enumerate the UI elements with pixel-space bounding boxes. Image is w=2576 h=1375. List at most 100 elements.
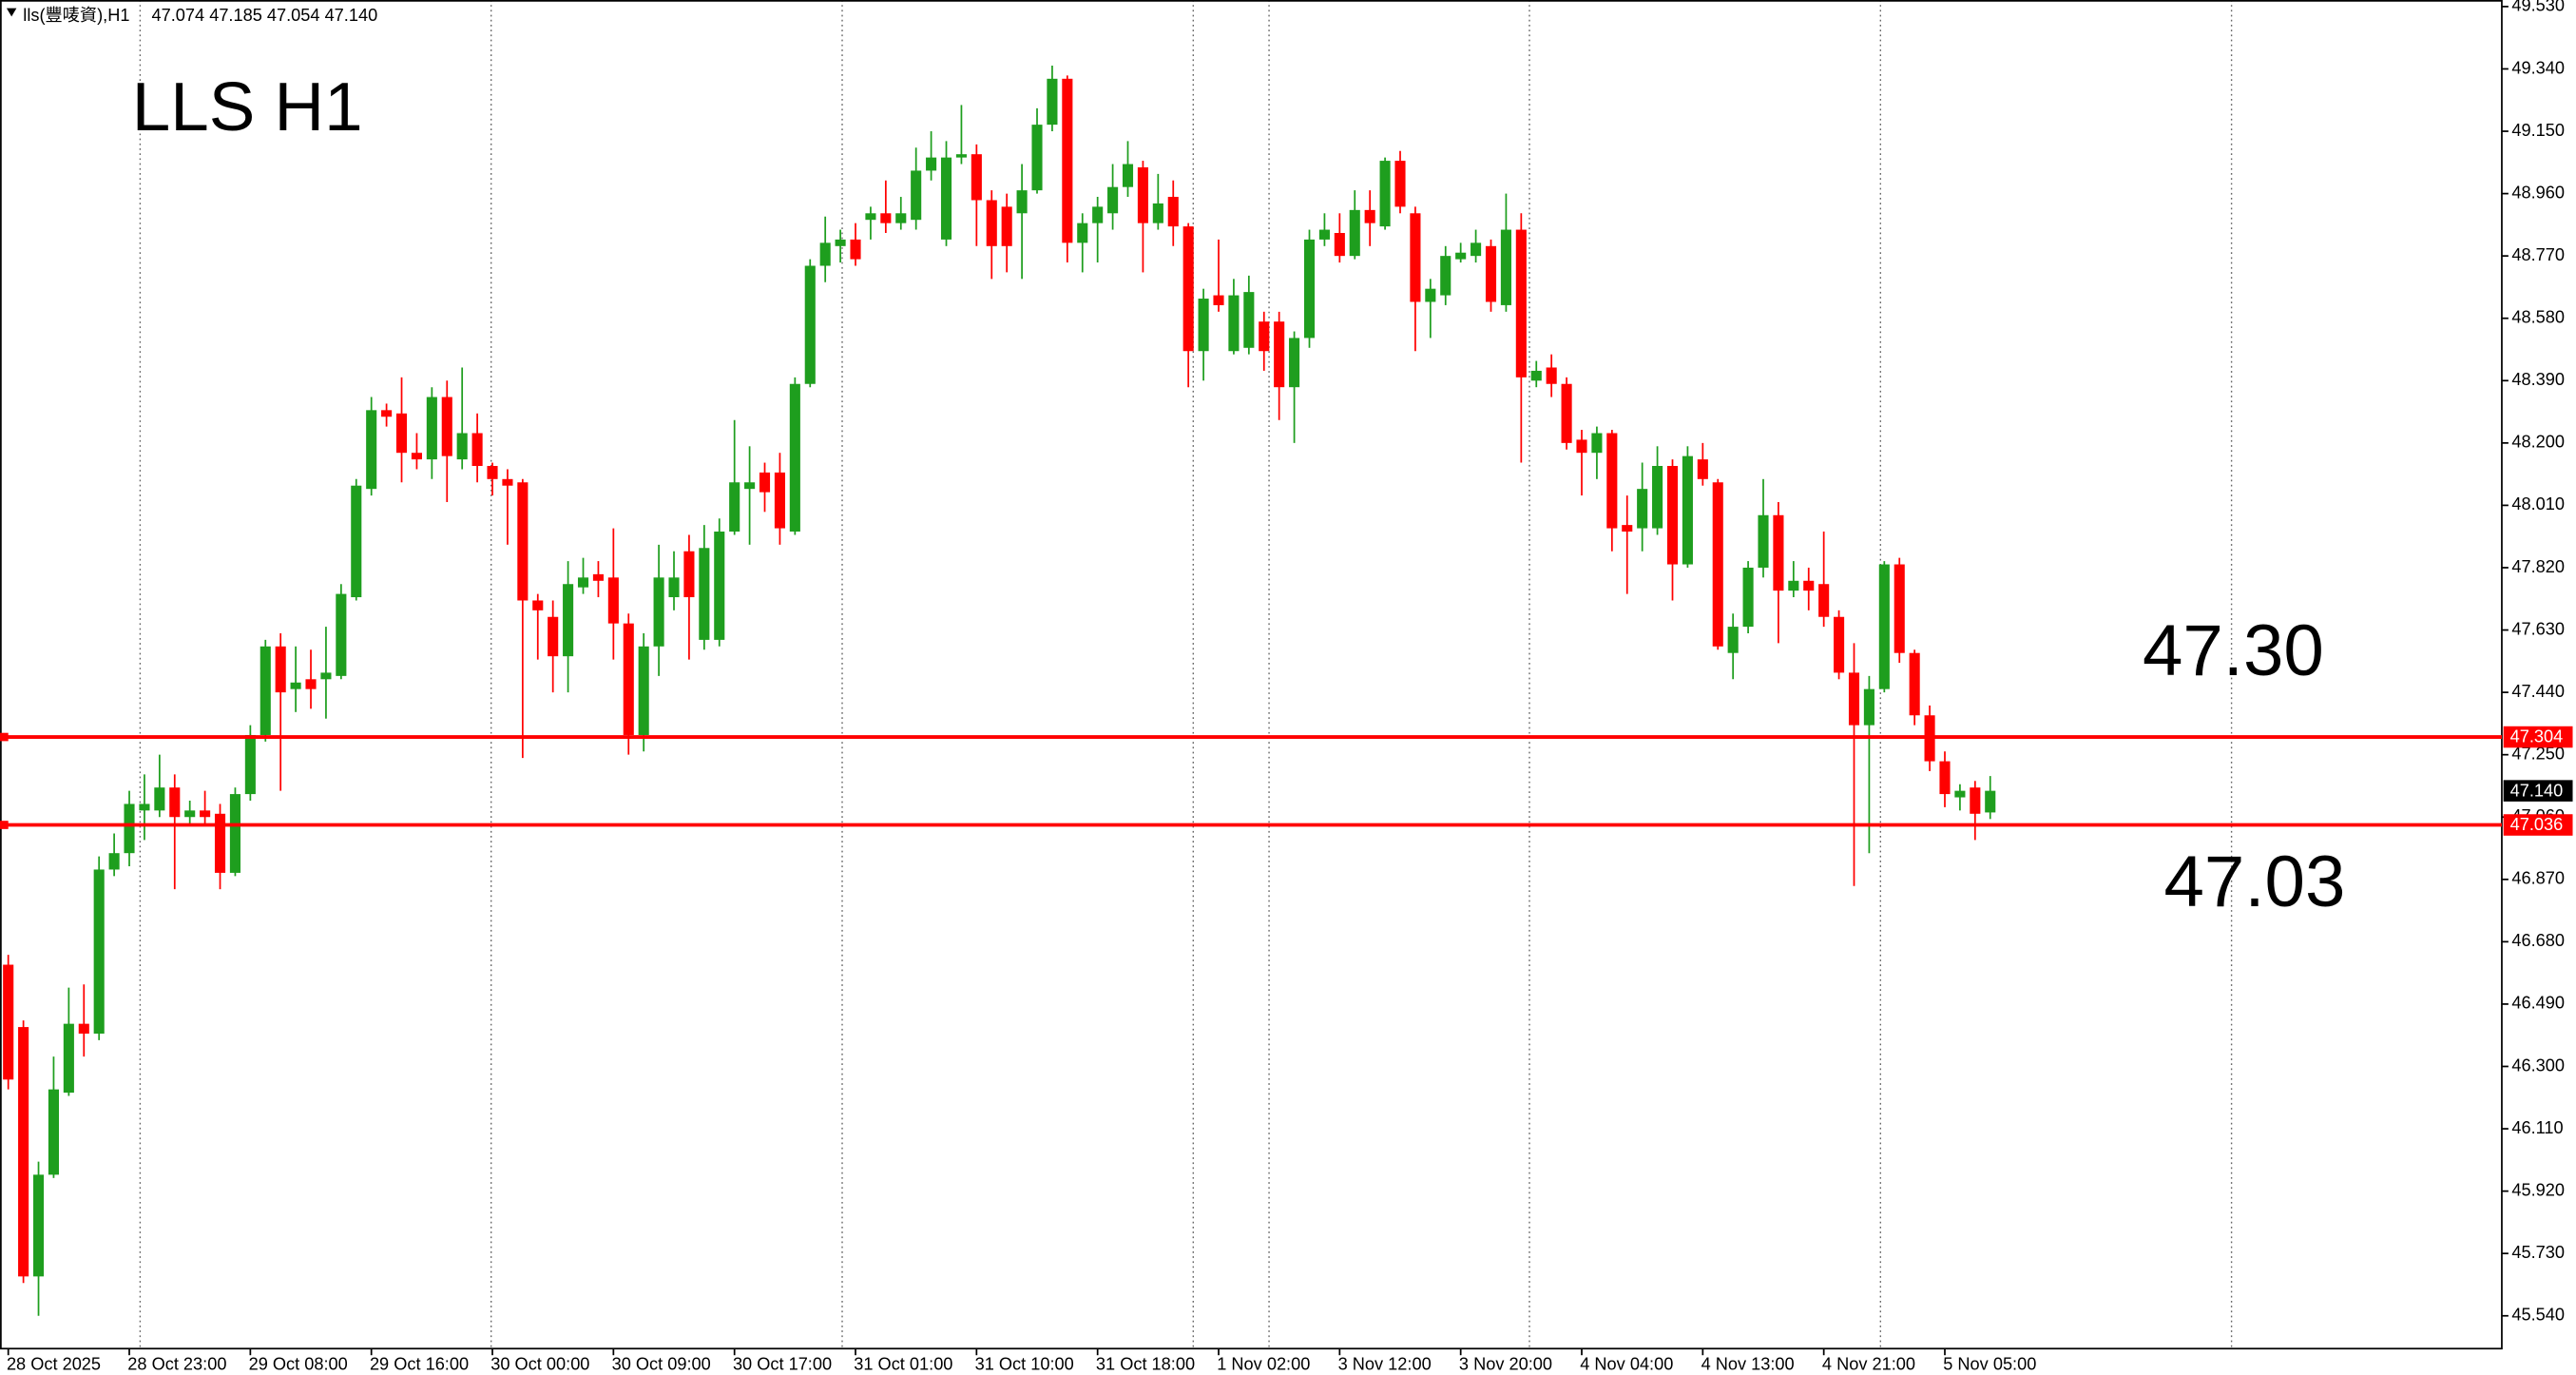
- price-label-box: [2503, 814, 2573, 836]
- candle-body: [502, 478, 513, 486]
- candle-body: [1289, 338, 1300, 388]
- candle-body: [1773, 514, 1784, 591]
- candle-body: [1122, 164, 1134, 187]
- x-tick-label: 31 Oct 01:00: [854, 1354, 952, 1373]
- x-tick-label: 5 Nov 05:00: [1943, 1354, 2036, 1373]
- candle-body: [1666, 466, 1679, 565]
- x-tick-label: 29 Oct 16:00: [370, 1354, 469, 1373]
- x-tick-label: 30 Oct 09:00: [612, 1354, 711, 1373]
- candle-body: [926, 157, 937, 171]
- candle-body: [699, 548, 710, 640]
- candle-body: [1349, 209, 1360, 257]
- y-tick-label: 48.960: [2511, 183, 2565, 202]
- y-tick-label: 45.730: [2511, 1243, 2565, 1262]
- y-tick-label: 48.200: [2511, 433, 2565, 452]
- candle-body: [1970, 787, 1981, 814]
- candle-body: [1198, 299, 1209, 352]
- x-tick-label: 1 Nov 02:00: [1217, 1354, 1310, 1373]
- x-tick-label: 28 Oct 23:00: [127, 1354, 226, 1373]
- candle-body: [1894, 564, 1905, 653]
- candle-body: [78, 1023, 89, 1034]
- candle-body: [940, 157, 952, 240]
- y-tick-label: 46.680: [2511, 931, 2565, 950]
- candle-body: [1167, 197, 1179, 227]
- annotation: 47.30: [2143, 610, 2324, 691]
- candle-body: [1637, 489, 1648, 529]
- candle-body: [1939, 761, 1951, 795]
- x-tick-label: 28 Oct 2025: [7, 1354, 101, 1373]
- candle-body: [471, 433, 483, 467]
- candle-body: [1137, 166, 1148, 223]
- candle-body: [835, 239, 846, 246]
- candle-body: [18, 1027, 29, 1277]
- candle-body: [1152, 203, 1163, 223]
- candle-body: [774, 472, 785, 529]
- candle-body: [1682, 455, 1693, 565]
- y-tick-label: 46.300: [2511, 1055, 2565, 1075]
- line-anchor: [0, 821, 9, 829]
- candle-body: [1334, 233, 1345, 257]
- y-tick-label: 45.540: [2511, 1306, 2565, 1325]
- y-tick-label: 48.390: [2511, 370, 2565, 389]
- y-tick-label: 49.530: [2511, 0, 2565, 15]
- price-label: 47.304: [2510, 727, 2564, 746]
- candle-body: [1742, 567, 1754, 628]
- candle-body: [229, 794, 240, 873]
- candle-body: [1092, 206, 1104, 223]
- candle-body: [411, 453, 422, 460]
- candle-body: [1561, 383, 1572, 443]
- candles: [3, 66, 1996, 1316]
- y-tick-label: 48.770: [2511, 245, 2565, 264]
- candle-body: [1001, 206, 1012, 246]
- candle-body: [290, 682, 301, 689]
- candle-body: [577, 577, 589, 588]
- candle-body: [1394, 161, 1406, 207]
- candle-body: [1591, 433, 1603, 454]
- candle-body: [668, 577, 680, 598]
- candle-body: [1515, 229, 1527, 378]
- price-label-box: [2503, 726, 2573, 748]
- candle-body: [1182, 226, 1194, 352]
- x-tick-label: 4 Nov 13:00: [1701, 1354, 1795, 1373]
- candle-body: [729, 482, 740, 533]
- candle-body: [366, 410, 377, 490]
- candle-body: [1985, 790, 1996, 813]
- candle-body: [759, 472, 771, 493]
- y-tick-label: 46.870: [2511, 869, 2565, 888]
- candle-body: [320, 672, 332, 680]
- candle-body: [819, 242, 831, 266]
- line-anchor: [0, 732, 9, 742]
- candle-body: [1077, 223, 1088, 243]
- candle-body: [487, 466, 498, 479]
- candle-body: [744, 482, 756, 490]
- candle-body: [517, 482, 529, 601]
- y-tick-label: 47.630: [2511, 619, 2565, 638]
- candle-body: [1954, 790, 1966, 798]
- price-label: 47.036: [2510, 815, 2564, 834]
- x-tick-label: 31 Oct 10:00: [975, 1354, 1074, 1373]
- x-tick-label: 30 Oct 00:00: [490, 1354, 589, 1373]
- candle-body: [1243, 292, 1255, 348]
- y-tick-label: 46.110: [2511, 1118, 2563, 1137]
- candle-body: [275, 646, 286, 693]
- candle-body: [63, 1023, 74, 1094]
- candle-body: [1471, 242, 1482, 257]
- y-tick-label: 49.150: [2511, 121, 2565, 140]
- candle-body: [1031, 125, 1043, 191]
- candle-body: [48, 1089, 59, 1175]
- candle-body: [184, 810, 196, 818]
- candle-body: [1878, 564, 1890, 689]
- candle-body: [971, 154, 982, 201]
- plot-frame: [0, 0, 2503, 1350]
- y-tick-label: 47.250: [2511, 744, 2565, 763]
- candle-body: [1016, 190, 1028, 214]
- candle-body: [1274, 321, 1285, 388]
- candle-body: [895, 213, 907, 223]
- candle-body: [532, 600, 544, 610]
- candle-body: [1047, 78, 1058, 126]
- candle-body: [1788, 580, 1799, 591]
- candle-body: [1364, 209, 1375, 223]
- y-tick-label: 47.440: [2511, 682, 2565, 701]
